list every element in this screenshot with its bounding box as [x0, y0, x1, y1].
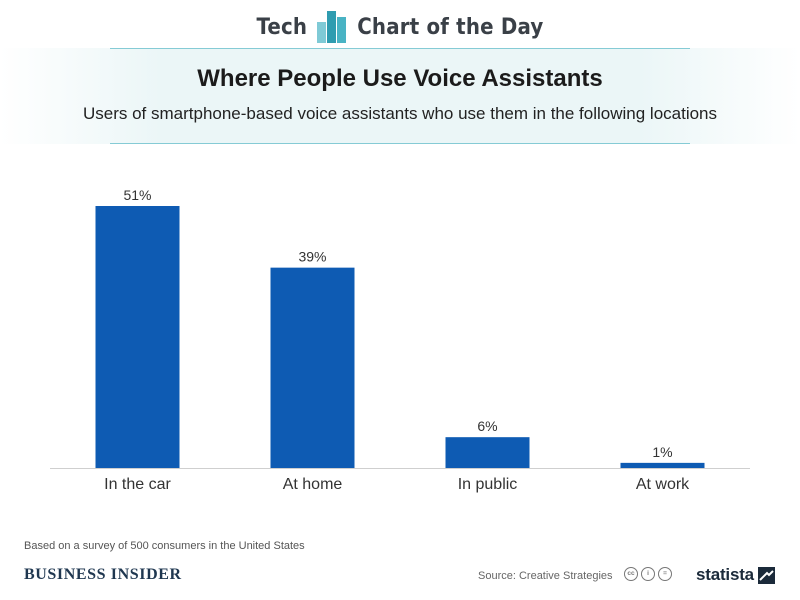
cc-icon: cc [624, 567, 638, 581]
title-banner: Where People Use Voice Assistants Users … [0, 48, 800, 144]
source-note: Source: Creative Strategies [478, 570, 613, 582]
value-label: 1% [652, 444, 672, 460]
bar-at-home [270, 267, 355, 468]
banner-bottom-rule [110, 143, 690, 144]
banner-top-rule [110, 48, 690, 49]
business-insider-logo: BUSINESS INSIDER [24, 566, 182, 583]
chart-subtitle: Users of smartphone-based voice assistan… [82, 104, 718, 123]
category-label: In public [458, 476, 518, 493]
no-derivatives-icon: = [658, 567, 672, 581]
category-label: At home [283, 476, 343, 493]
statista-logo: statista [696, 565, 754, 584]
header-tech-word: Tech [256, 14, 308, 40]
category-label: In the car [104, 476, 171, 493]
bar-in-the-car [95, 206, 180, 468]
bar-in-public [445, 437, 530, 468]
value-label: 51% [123, 187, 151, 203]
bar-at-work [620, 462, 705, 468]
statista-mark-icon [758, 567, 775, 584]
creative-commons-icons: cc i = [624, 567, 672, 581]
value-label: 39% [298, 249, 326, 265]
bar-chart: 51% In the car 39% At home 6% In public 1% At w… [50, 187, 750, 493]
category-label: At work [636, 476, 690, 493]
survey-footnote: Based on a survey of 500 consumers in th… [24, 540, 305, 552]
chart-title: Where People Use Voice Assistants [197, 65, 603, 92]
value-label: 6% [477, 418, 497, 434]
chart-header: Tech Chart of the Day [0, 8, 800, 46]
by-attribution-icon: i [641, 567, 655, 581]
chart-footer: BUSINESS INSIDER Source: Creative Strate… [0, 558, 800, 600]
header-chart-of-the-day: Chart of the Day [357, 14, 544, 40]
bar-chart-logo-icon [317, 11, 347, 43]
